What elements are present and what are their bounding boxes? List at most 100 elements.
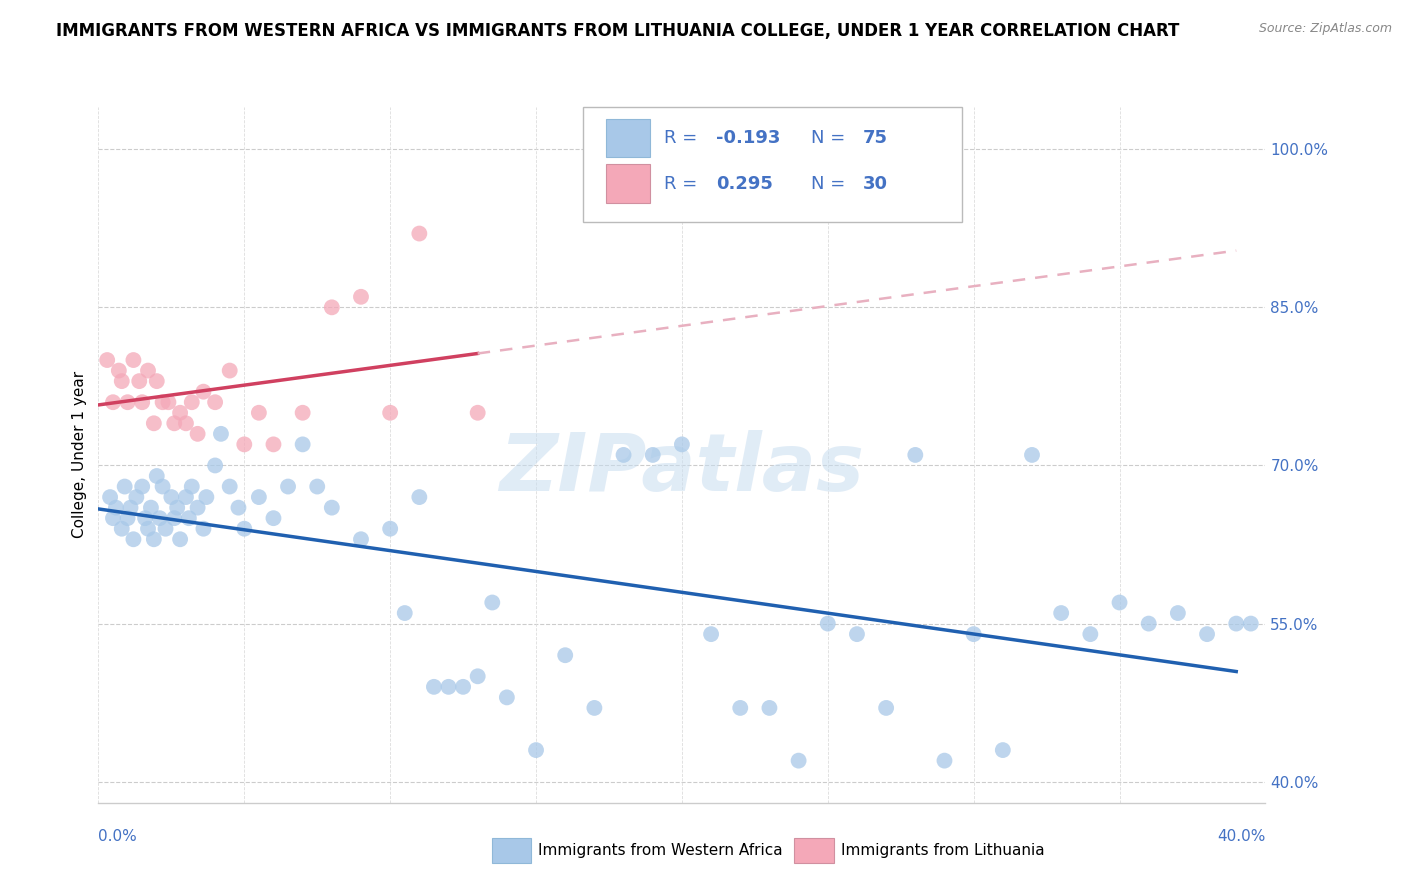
Point <box>149 511 172 525</box>
Point <box>451 680 474 694</box>
Point <box>125 490 148 504</box>
FancyBboxPatch shape <box>606 164 651 202</box>
FancyBboxPatch shape <box>582 107 962 222</box>
Text: 75: 75 <box>863 129 887 147</box>
Point <box>111 522 134 536</box>
Text: R =: R = <box>665 175 703 193</box>
Point <box>262 437 284 451</box>
Point <box>1225 616 1247 631</box>
Point <box>142 417 165 431</box>
Point <box>152 395 174 409</box>
Point <box>204 395 226 409</box>
Point <box>758 701 780 715</box>
Point <box>209 426 232 441</box>
Point <box>904 448 927 462</box>
Point <box>122 533 145 547</box>
Point <box>495 690 517 705</box>
Text: Source: ZipAtlas.com: Source: ZipAtlas.com <box>1258 22 1392 36</box>
Point <box>228 500 250 515</box>
Point <box>307 479 329 493</box>
Point <box>1108 595 1130 609</box>
Point <box>700 627 723 641</box>
Point <box>174 417 197 431</box>
Point <box>481 595 503 609</box>
Point <box>136 363 159 377</box>
Point <box>962 627 984 641</box>
Point <box>187 426 209 441</box>
Point <box>218 479 240 493</box>
Point <box>350 290 373 304</box>
Point <box>155 522 177 536</box>
Point <box>1195 627 1218 641</box>
Point <box>204 458 226 473</box>
Point <box>233 522 256 536</box>
Point <box>1050 606 1073 620</box>
Point <box>104 500 127 515</box>
FancyBboxPatch shape <box>606 120 651 158</box>
Point <box>262 511 284 525</box>
Point <box>321 301 343 315</box>
Point <box>117 511 139 525</box>
Point <box>114 479 136 493</box>
Point <box>174 490 197 504</box>
Point <box>96 353 118 368</box>
Point <box>583 701 606 715</box>
Point <box>169 406 191 420</box>
Point <box>180 479 202 493</box>
Point <box>991 743 1014 757</box>
Point <box>408 227 430 241</box>
Text: Immigrants from Western Africa: Immigrants from Western Africa <box>538 843 783 857</box>
Point <box>169 533 191 547</box>
Point <box>291 437 314 451</box>
Point <box>177 511 200 525</box>
Text: -0.193: -0.193 <box>716 129 780 147</box>
Point <box>146 374 169 388</box>
Point <box>378 406 402 420</box>
Y-axis label: College, Under 1 year: College, Under 1 year <box>72 371 87 539</box>
Point <box>157 395 180 409</box>
Point <box>394 606 416 620</box>
Point <box>139 500 162 515</box>
Point <box>160 490 183 504</box>
Point <box>247 406 270 420</box>
Text: R =: R = <box>665 129 703 147</box>
Point <box>437 680 460 694</box>
Point <box>142 533 165 547</box>
Text: ZIPatlas: ZIPatlas <box>499 430 865 508</box>
Text: N =: N = <box>811 129 852 147</box>
Point <box>467 406 489 420</box>
Text: N =: N = <box>811 175 852 193</box>
Point <box>233 437 256 451</box>
Point <box>180 395 202 409</box>
Text: 40.0%: 40.0% <box>1218 830 1265 844</box>
Point <box>247 490 270 504</box>
Point <box>131 395 153 409</box>
Point <box>1167 606 1189 620</box>
Point <box>1137 616 1160 631</box>
Text: 0.295: 0.295 <box>716 175 773 193</box>
Point <box>146 469 169 483</box>
Point <box>612 448 634 462</box>
Point <box>193 384 215 399</box>
Point <box>101 395 124 409</box>
Point <box>378 522 402 536</box>
Point <box>730 701 752 715</box>
Point <box>218 363 240 377</box>
Point <box>817 616 839 631</box>
Point <box>166 500 188 515</box>
Point <box>108 363 131 377</box>
Point <box>187 500 209 515</box>
Point <box>131 479 153 493</box>
Point <box>934 754 956 768</box>
Point <box>136 522 159 536</box>
Point <box>120 500 142 515</box>
Point <box>845 627 868 641</box>
Point <box>152 479 174 493</box>
Point <box>1080 627 1102 641</box>
Point <box>291 406 314 420</box>
Point <box>163 511 186 525</box>
Point <box>195 490 218 504</box>
Point <box>408 490 430 504</box>
Point <box>117 395 139 409</box>
Point <box>350 533 373 547</box>
